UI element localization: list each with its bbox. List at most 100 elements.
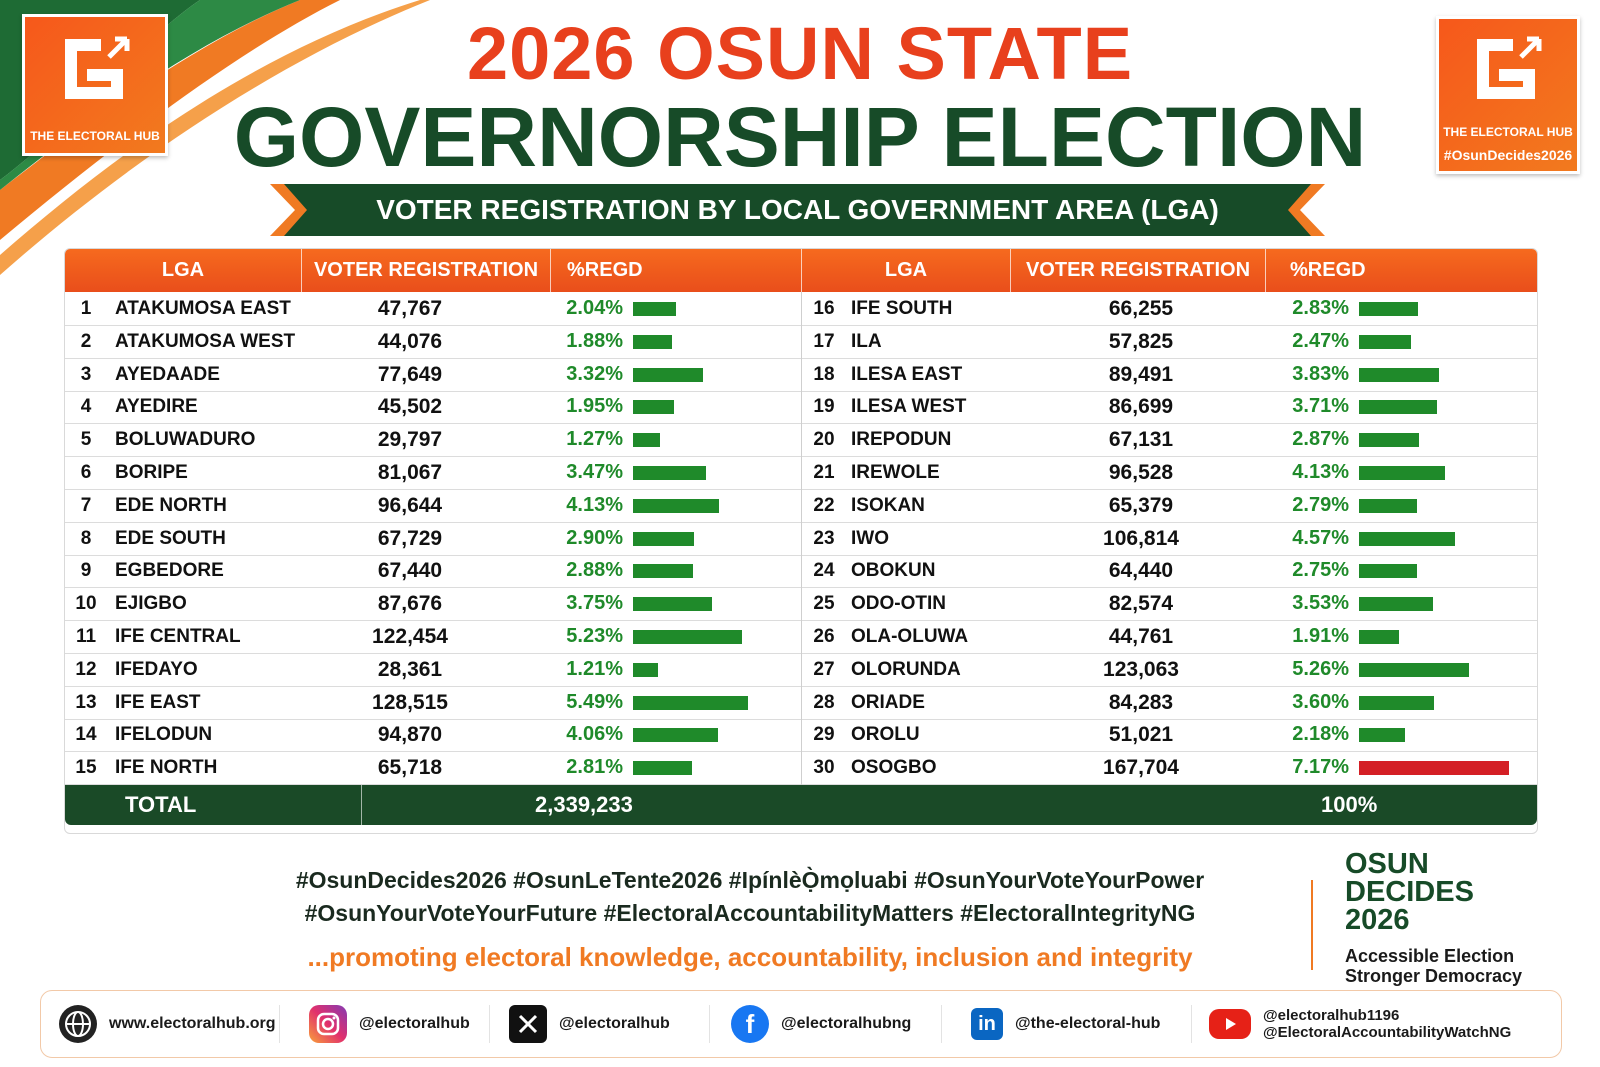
social-footer: www.electoralhub.org @electoralhub @elec… [40,990,1562,1058]
instagram-icon [309,1005,347,1043]
youtube-handle-1[interactable]: @electoralhub1196 [1263,1007,1400,1024]
row-voter-registration: 51,021 [1108,723,1174,747]
row-voter-registration: 96,528 [1108,461,1174,484]
table-row: 17 ILA 57,825 2.47% [801,325,1537,359]
footer-instagram[interactable]: @electoralhub [309,991,470,1057]
footer-x[interactable]: @electoralhub [509,991,670,1057]
row-voter-registration: 66,255 [1108,297,1174,320]
row-lga-name: OBOKUN [851,560,936,582]
row-number: 22 [813,494,835,516]
row-percent-bar [1359,597,1433,612]
row-voter-registration: 94,870 [377,723,443,747]
row-voter-registration: 28,361 [377,657,443,681]
row-percent: 2.75% [1292,559,1349,582]
table-row: 16 IFE SOUTH 66,255 2.83% [801,292,1537,326]
row-percent-bar [1359,695,1435,710]
total-value: 2,339,233 [535,792,633,817]
row-lga-name: ATAKUMOSA EAST [115,298,291,319]
total-row: TOTAL 2,339,233 100% [65,785,1537,825]
youtube-handle-2[interactable]: @ElectoralAccountabilityWatchNG [1263,1024,1512,1041]
row-lga-name: IFE NORTH [115,757,218,779]
row-percent-bar [633,367,703,382]
footer-youtube[interactable]: @electoralhub1196 @ElectoralAccountabili… [1209,991,1511,1057]
row-number: 4 [80,396,92,418]
table-row: 25 ODO-OTIN 82,574 3.53% [801,587,1537,622]
table-row: 14 IFELODUN 94,870 4.06% [65,718,801,753]
row-voter-registration: 67,131 [1108,428,1174,452]
row-number: 3 [80,363,92,385]
row-percent: 5.49% [566,690,623,713]
row-number: 25 [813,593,835,615]
footer-linkedin[interactable]: in @the-electoral-hub [971,991,1160,1057]
table-row: 26 OLA-OLUWA 44,761 1.91% [801,620,1537,654]
row-percent: 7.17% [1292,756,1349,779]
row-percent-bar [633,531,694,546]
facebook-handle[interactable]: @electoralhubng [781,1015,912,1032]
row-number: 7 [80,494,92,516]
row-percent-bar [1359,761,1509,776]
row-voter-registration: 45,502 [377,395,443,419]
row-number: 30 [813,757,835,779]
table-row: 10 EJIGBO 87,676 3.75% [65,587,801,622]
row-lga-name: OROLU [851,724,920,746]
row-lga-name: OLA-OLUWA [851,626,969,647]
table-row: 13 IFE EAST 128,515 5.49% [65,686,801,720]
row-percent: 3.60% [1292,690,1349,713]
row-percent-bar [633,564,694,579]
row-number: 20 [813,429,835,451]
footer-facebook[interactable]: f @electoralhubng [731,991,911,1057]
row-percent: 3.47% [566,461,623,483]
row-percent: 2.04% [566,297,623,319]
row-voter-registration: 128,515 [372,690,448,714]
table-row: 24 OBOKUN 64,440 2.75% [801,554,1537,589]
row-percent-bar [633,498,720,513]
row-percent-bar [1359,564,1417,579]
row-voter-registration: 65,718 [377,756,443,780]
row-percent-bar [633,695,748,710]
row-percent: 2.81% [566,756,623,779]
row-percent-bar [1359,466,1446,480]
footer-website[interactable]: www.electoralhub.org [59,991,276,1057]
row-voter-registration: 123,063 [1103,657,1179,681]
table-row: 7 EDE NORTH 96,644 4.13% [65,489,801,523]
row-lga-name: ILESA WEST [851,396,967,418]
row-number: 2 [80,330,92,352]
instagram-handle[interactable]: @electoralhub [359,1015,470,1032]
row-percent: 2.87% [1292,428,1349,451]
website-link[interactable]: www.electoralhub.org [109,1015,276,1032]
table-row: 5 BOLUWADURO 29,797 1.27% [65,423,801,458]
row-voter-registration: 44,076 [377,329,443,353]
linkedin-handle[interactable]: @the-electoral-hub [1015,1015,1161,1032]
row-lga-name: IFELODUN [115,724,213,746]
row-voter-registration: 67,729 [377,526,443,550]
row-voter-registration: 57,825 [1108,329,1174,353]
table-row: 19 ILESA WEST 86,699 3.71% [801,390,1537,425]
row-number: 8 [80,527,92,549]
row-lga-name: IWO [851,527,889,549]
row-lga-name: ODO-OTIN [851,593,946,615]
table-row: 8 EDE SOUTH 67,729 2.90% [65,522,801,556]
row-number: 29 [813,724,835,746]
row-lga-name: IREWOLE [851,462,940,483]
row-lga-name: IFEDAYO [115,658,198,680]
row-number: 14 [75,724,97,746]
table-row: 29 OROLU 51,021 2.18% [801,718,1537,753]
row-lga-name: ISOKAN [851,494,925,516]
row-number: 9 [80,560,92,582]
row-voter-registration: 81,067 [377,461,443,484]
table-row: 27 OLORUNDA 123,063 5.26% [801,653,1537,687]
row-percent-bar [1359,498,1418,513]
row-voter-registration: 77,649 [377,362,443,386]
table-row: 9 EGBEDORE 67,440 2.88% [65,554,801,589]
row-percent-bar [1359,630,1399,644]
x-handle[interactable]: @electoralhub [559,1015,670,1032]
row-percent: 2.88% [566,559,623,582]
row-percent: 1.21% [566,657,623,680]
row-number: 15 [75,757,97,779]
row-percent-bar [633,728,718,743]
row-lga-name: EDE NORTH [115,494,227,516]
row-percent: 2.47% [1292,329,1349,352]
row-voter-registration: 96,644 [377,493,443,517]
row-number: 10 [75,593,97,615]
row-voter-registration: 122,454 [372,625,448,648]
